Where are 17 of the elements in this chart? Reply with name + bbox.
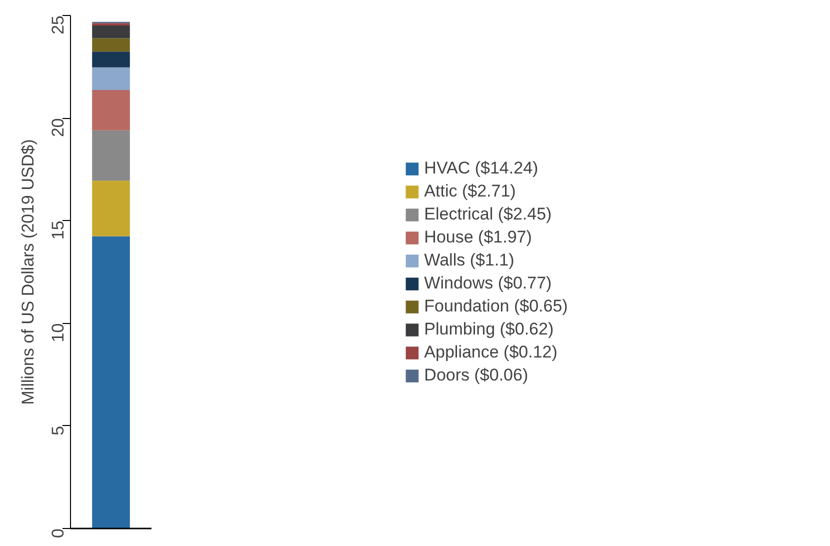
legend-label: House ($1.97) [424,227,532,247]
y-tick-label: 15 [48,220,68,240]
legend-label: Attic ($2.71) [424,181,516,201]
y-tick-label: 5 [48,426,68,436]
legend-label: Foundation ($0.65) [424,296,568,316]
legend-label: Electrical ($2.45) [424,204,552,224]
legend-label: Appliance ($0.12) [424,342,558,362]
y-tick-label: 20 [48,118,68,138]
legend-label: HVAC ($14.24) [424,158,538,178]
y-tick-label: 25 [48,15,68,34]
legend-label: Doors ($0.06) [424,365,528,385]
legend-label: Windows ($0.77) [424,273,552,293]
legend-label: Plumbing ($0.62) [424,319,554,339]
legend-label: Walls ($1.1) [424,250,514,270]
y-tick-label: 10 [48,323,68,342]
y-axis-title: Millions of US Dollars (2019 USD$) [18,139,38,405]
y-tick-label: 0 [48,528,68,538]
